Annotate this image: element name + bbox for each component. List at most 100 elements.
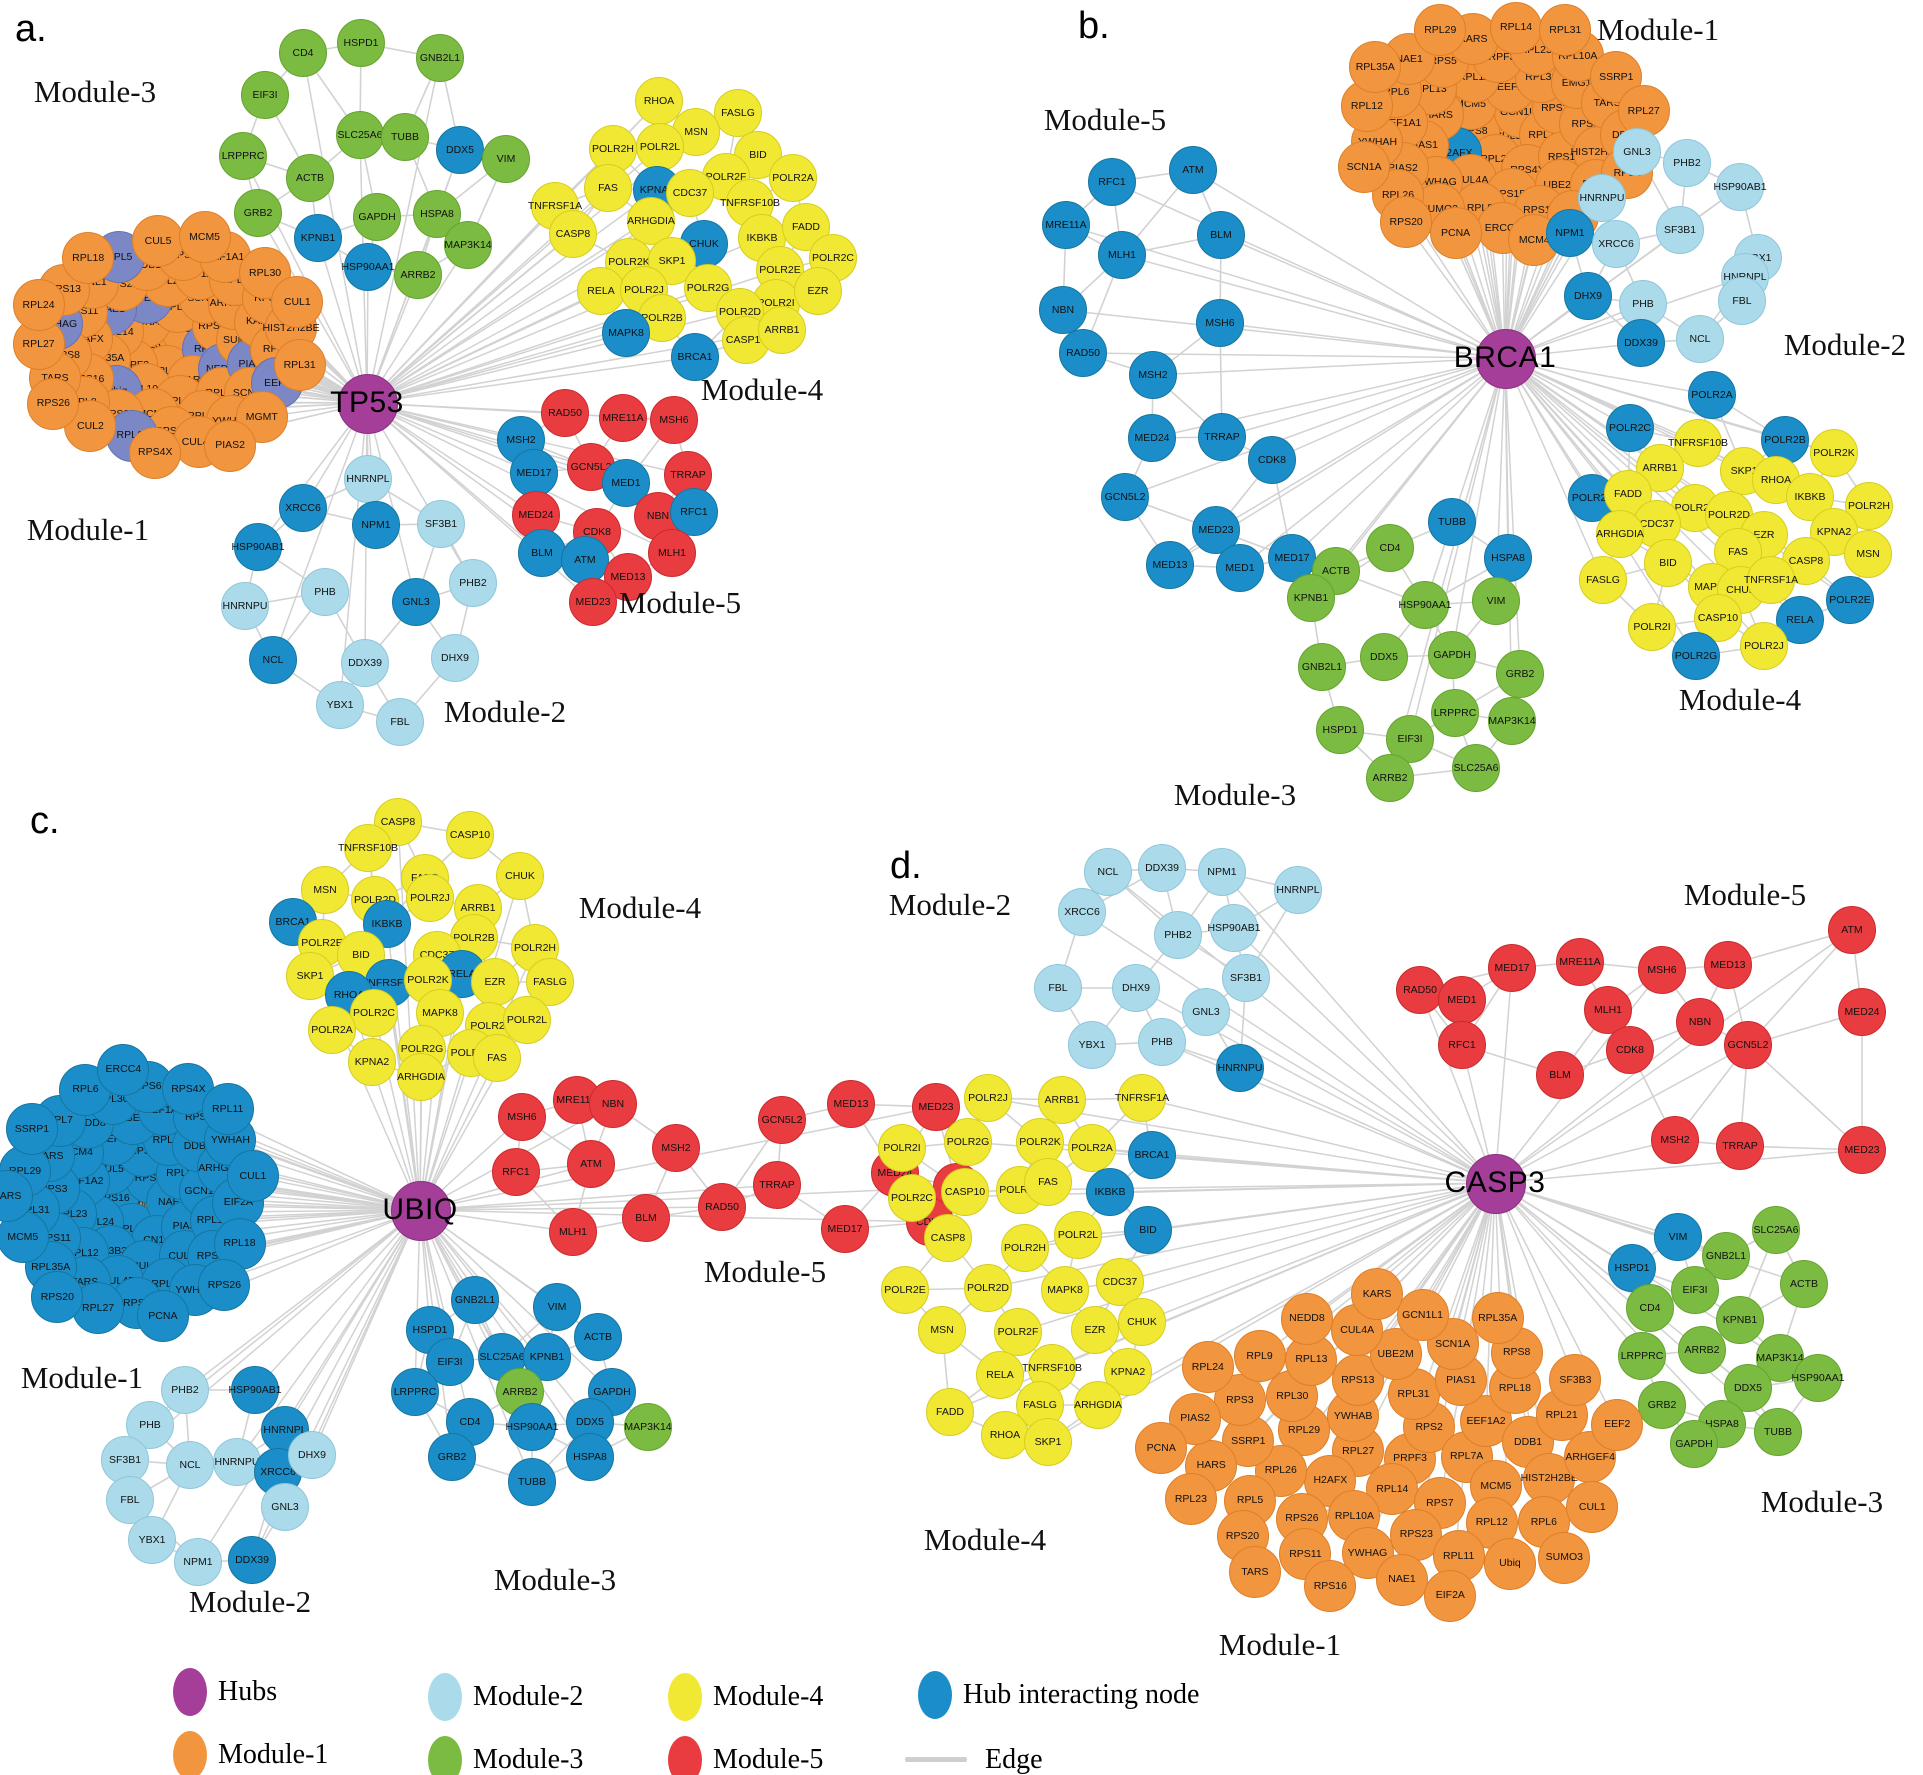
node-c-gnl3[interactable]: GNL3 — [261, 1483, 309, 1531]
hub-node-tp53[interactable] — [338, 374, 398, 434]
node-a-ezr[interactable]: EZR — [794, 267, 842, 315]
node-b-polr2g[interactable]: POLR2G — [1672, 632, 1720, 680]
node-c-msh2[interactable]: MSH2 — [652, 1124, 700, 1172]
node-d-rpl9[interactable]: RPL9 — [1233, 1330, 1286, 1383]
node-b-fbl[interactable]: FBL — [1718, 277, 1766, 325]
node-b-vim[interactable]: VIM — [1472, 577, 1520, 625]
node-b-polr2e[interactable]: POLR2E — [1826, 576, 1874, 624]
node-b-mre11a[interactable]: MRE11A — [1042, 201, 1090, 249]
node-b-bid[interactable]: BID — [1644, 539, 1692, 587]
node-a-slc25a6[interactable]: SLC25A6 — [336, 111, 384, 159]
node-b-ncl[interactable]: NCL — [1676, 315, 1724, 363]
node-d-fbl[interactable]: FBL — [1034, 964, 1082, 1012]
node-a-polr2a[interactable]: POLR2A — [769, 154, 817, 202]
node-d-phb[interactable]: PHB — [1138, 1018, 1186, 1066]
node-d-skp1[interactable]: SKP1 — [1024, 1418, 1072, 1466]
node-d-rhoa[interactable]: RHOA — [981, 1411, 1029, 1459]
node-a-rpl18[interactable]: RPL18 — [62, 231, 115, 284]
node-c-cul1[interactable]: CUL1 — [226, 1150, 279, 1203]
node-b-ddx39[interactable]: DDX39 — [1617, 319, 1665, 367]
node-c-lrpprc[interactable]: LRPPRC — [391, 1368, 439, 1416]
node-c-med17[interactable]: MED17 — [821, 1205, 869, 1253]
node-b-npm1[interactable]: NPM1 — [1546, 209, 1594, 257]
node-d-trrap[interactable]: TRRAP — [1716, 1122, 1764, 1170]
node-b-msh2[interactable]: MSH2 — [1129, 351, 1177, 399]
node-a-kpnb1[interactable]: KPNB1 — [294, 214, 342, 262]
node-b-nbn[interactable]: NBN — [1039, 286, 1087, 334]
node-a-mapk8[interactable]: MAPK8 — [602, 309, 650, 357]
node-d-actb[interactable]: ACTB — [1780, 1260, 1828, 1308]
node-a-ddx5[interactable]: DDX5 — [436, 126, 484, 174]
node-c-gcn5l2[interactable]: GCN5L2 — [758, 1096, 806, 1144]
node-d-eif2a[interactable]: EIF2A — [1424, 1569, 1477, 1622]
node-a-cdc37[interactable]: CDC37 — [666, 169, 714, 217]
node-a-pias2[interactable]: PIAS2 — [204, 419, 257, 472]
node-a-cd4[interactable]: CD4 — [279, 29, 327, 77]
node-d-atm[interactable]: ATM — [1828, 906, 1876, 954]
node-a-rpl24[interactable]: RPL24 — [12, 279, 65, 332]
node-c-actb[interactable]: ACTB — [574, 1313, 622, 1361]
node-b-pcna[interactable]: PCNA — [1429, 206, 1482, 259]
node-a-phb[interactable]: PHB — [301, 568, 349, 616]
node-a-grb2[interactable]: GRB2 — [234, 189, 282, 237]
node-d-ubiq[interactable]: Ubiq — [1483, 1537, 1536, 1590]
node-d-med17[interactable]: MED17 — [1488, 944, 1536, 992]
node-b-lrpprc[interactable]: LRPPRC — [1431, 689, 1479, 737]
node-a-blm[interactable]: BLM — [518, 529, 566, 577]
node-d-ncl[interactable]: NCL — [1084, 848, 1132, 896]
node-d-sf3b1[interactable]: SF3B1 — [1222, 954, 1270, 1002]
node-d-ybx1[interactable]: YBX1 — [1068, 1021, 1116, 1069]
node-b-polr2j[interactable]: POLR2J — [1740, 622, 1788, 670]
node-c-phb2[interactable]: PHB2 — [161, 1366, 209, 1414]
node-b-map3k14[interactable]: MAP3K14 — [1488, 697, 1536, 745]
node-c-npm1[interactable]: NPM1 — [174, 1538, 222, 1586]
node-b-mlh1[interactable]: MLH1 — [1098, 231, 1146, 279]
node-b-atm[interactable]: ATM — [1169, 146, 1217, 194]
node-d-mre11a[interactable]: MRE11A — [1556, 938, 1604, 986]
node-a-atm[interactable]: ATM — [561, 536, 609, 584]
node-a-gnl3[interactable]: GNL3 — [392, 578, 440, 626]
node-b-gcn5l2[interactable]: GCN5L2 — [1101, 473, 1149, 521]
node-a-rps26[interactable]: RPS26 — [27, 377, 80, 430]
node-d-fadd[interactable]: FADD — [926, 1388, 974, 1436]
node-a-ddx39[interactable]: DDX39 — [341, 639, 389, 687]
node-d-casp10[interactable]: CASP10 — [941, 1168, 989, 1216]
node-c-ncl[interactable]: NCL — [166, 1441, 214, 1489]
node-b-tubb[interactable]: TUBB — [1428, 498, 1476, 546]
node-c-ezr[interactable]: EZR — [471, 958, 519, 1006]
node-b-med1[interactable]: MED1 — [1216, 544, 1264, 592]
node-d-lrpprc[interactable]: LRPPRC — [1618, 1332, 1666, 1380]
node-a-rad50[interactable]: RAD50 — [541, 389, 589, 437]
node-b-faslg[interactable]: FASLG — [1579, 556, 1627, 604]
node-b-rad50[interactable]: RAD50 — [1059, 329, 1107, 377]
node-d-cul1[interactable]: CUL1 — [1566, 1480, 1619, 1533]
node-c-polr2c[interactable]: POLR2C — [350, 989, 398, 1037]
node-b-dhx9[interactable]: DHX9 — [1564, 272, 1612, 320]
node-b-ddx5[interactable]: DDX5 — [1360, 633, 1408, 681]
node-d-msh2[interactable]: MSH2 — [1651, 1116, 1699, 1164]
node-c-fas[interactable]: FAS — [473, 1034, 521, 1082]
node-b-msh6[interactable]: MSH6 — [1196, 299, 1244, 347]
node-c-vim[interactable]: VIM — [533, 1283, 581, 1331]
node-a-mlh1[interactable]: MLH1 — [648, 529, 696, 577]
node-b-rfc1[interactable]: RFC1 — [1088, 158, 1136, 206]
node-c-nbn[interactable]: NBN — [589, 1080, 637, 1128]
node-d-arrb1[interactable]: ARRB1 — [1038, 1076, 1086, 1124]
node-d-med23[interactable]: MED23 — [1838, 1126, 1886, 1174]
node-b-med13[interactable]: MED13 — [1146, 541, 1194, 589]
hub-node-brca1[interactable] — [1476, 329, 1536, 389]
node-d-ikbkb[interactable]: IKBKB — [1086, 1168, 1134, 1216]
node-c-mlh1[interactable]: MLH1 — [549, 1208, 597, 1256]
node-b-gapdh[interactable]: GAPDH — [1428, 631, 1476, 679]
node-d-eef2[interactable]: EEF2 — [1591, 1398, 1644, 1451]
node-a-rps4x[interactable]: RPS4X — [129, 426, 182, 479]
node-d-polr2a[interactable]: POLR2A — [1068, 1124, 1116, 1172]
node-d-hsp90aa1[interactable]: HSP90AA1 — [1791, 1354, 1845, 1402]
node-d-kpnb1[interactable]: KPNB1 — [1716, 1296, 1764, 1344]
node-c-map3k14[interactable]: MAP3K14 — [624, 1403, 672, 1451]
node-d-hsp90ab1[interactable]: HSP90AB1 — [1207, 904, 1261, 952]
node-d-grb2[interactable]: GRB2 — [1638, 1381, 1686, 1429]
node-d-vim[interactable]: VIM — [1654, 1213, 1702, 1261]
node-d-cdk8[interactable]: CDK8 — [1606, 1026, 1654, 1074]
node-a-arrb2[interactable]: ARRB2 — [394, 251, 442, 299]
